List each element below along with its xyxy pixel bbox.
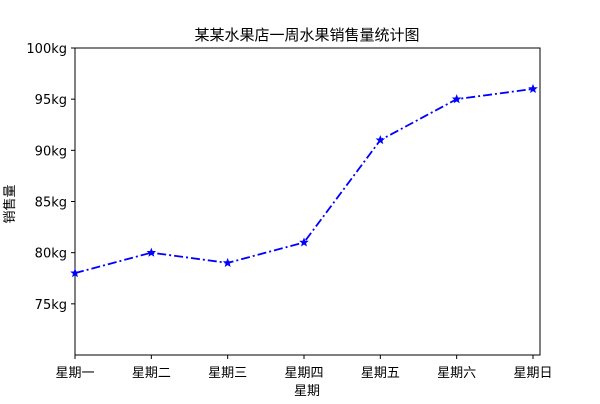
x-axis-label: 星期: [294, 384, 320, 399]
data-point-5: [375, 135, 386, 145]
x-tick-label: 星期二: [132, 366, 171, 381]
x-tick-label: 星期日: [513, 366, 552, 381]
chart-title: 某某水果店一周水果销售量统计图: [194, 26, 419, 44]
data-point-3: [222, 257, 233, 267]
x-axis: 星期一 星期二 星期三 星期四 星期五 星期六 星期日: [55, 355, 553, 381]
data-point-1: [70, 268, 80, 278]
y-tick-label: 80kg: [35, 247, 67, 262]
y-tick-label: 95kg: [35, 93, 67, 108]
series-group: [70, 83, 538, 278]
x-tick-label: 星期四: [284, 366, 323, 381]
y-tick-label: 90kg: [35, 144, 67, 159]
data-point-6: [451, 94, 462, 104]
x-tick-label: 星期五: [361, 366, 400, 381]
data-point-2: [146, 247, 157, 257]
data-point-7: [528, 83, 538, 94]
y-axis-label: 销售量: [2, 184, 18, 223]
x-tick-label: 星期六: [437, 366, 476, 381]
y-tick-label: 100kg: [26, 42, 67, 57]
x-tick-label: 星期三: [208, 366, 247, 381]
data-point-4: [299, 237, 309, 247]
y-tick-label: 75kg: [35, 298, 67, 313]
y-tick-label: 85kg: [35, 196, 67, 211]
y-axis: 75kg 80kg 85kg 90kg 95kg 100kg: [26, 42, 75, 313]
x-tick-label: 星期一: [55, 366, 94, 381]
